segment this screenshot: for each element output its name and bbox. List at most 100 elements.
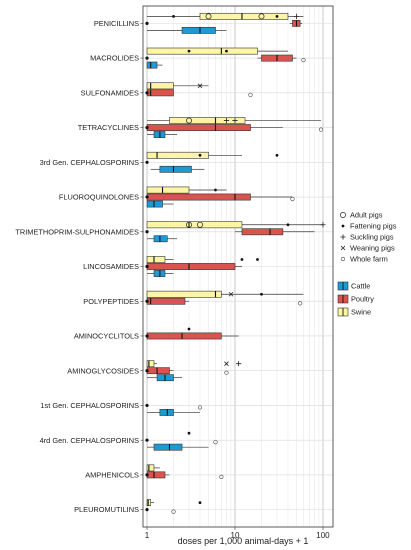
marker-fattening-pigs (256, 258, 259, 261)
box-body (146, 256, 166, 263)
box-body (146, 221, 243, 229)
baseline-point (145, 438, 149, 442)
marker-adult-pigs (186, 117, 192, 124)
baseline-point (145, 508, 149, 512)
box-cattle (147, 443, 209, 451)
marker-fattening-pigs (187, 431, 191, 435)
x-tick-label: 1 (145, 531, 150, 540)
box-body (146, 263, 236, 270)
marker-adult-pigs (205, 13, 212, 20)
box-poultry (235, 228, 315, 236)
marker-whole-farm (318, 127, 324, 132)
marker-fattening-pigs (172, 14, 175, 18)
baseline-point (145, 195, 149, 199)
box-swine (146, 221, 323, 229)
legend-species-label: Cattle (351, 282, 370, 291)
box-poultry (146, 89, 174, 97)
box-body (146, 82, 174, 90)
category-label: MACROLIDES (90, 54, 139, 63)
box-body (159, 409, 174, 416)
marker-fattening-pigs (341, 224, 345, 228)
box-body (146, 61, 158, 69)
marker-whole-farm (290, 196, 295, 202)
category-label: AMINOCYCLITOLS (74, 332, 139, 341)
legend-species-item: Poultry (337, 295, 374, 304)
box-body (146, 297, 186, 305)
marker-whole-farm (224, 370, 229, 375)
box-swine (146, 256, 174, 263)
marker-adult-pigs (186, 221, 192, 228)
marker-suckling-pigs (340, 234, 346, 240)
box-body (146, 124, 251, 131)
category-label: 1st Gen. CEPHALOSPORINS (40, 401, 139, 410)
baseline-point (145, 56, 149, 60)
legend-farm-label: Suckling pigs (350, 233, 394, 242)
box-swine (146, 47, 288, 55)
box-swine (147, 117, 322, 124)
box-cattle (147, 26, 227, 34)
box-body (146, 332, 222, 340)
box-poultry (146, 263, 242, 270)
marker-whole-farm (219, 474, 224, 480)
marker-whole-farm (340, 256, 346, 262)
marker-fattening-pigs (214, 188, 217, 192)
x-tick-label: 10 (231, 531, 240, 540)
box-cattle (147, 409, 200, 416)
marker-suckling-pigs (320, 222, 326, 228)
box-cattle (147, 235, 178, 243)
marker-weaning-pigs (224, 361, 229, 366)
box-body (241, 228, 284, 236)
category-label: SULFONAMIDES (81, 88, 139, 97)
box-cattle (147, 374, 183, 382)
box-poultry (146, 471, 170, 479)
data-points (145, 13, 326, 514)
marker-fattening-pigs (275, 14, 279, 18)
legend-farm-label: Adult pigs (350, 211, 383, 220)
marker-weaning-pigs (228, 291, 234, 297)
box-body (146, 47, 258, 55)
category-label: PENICILLINS (94, 19, 139, 28)
box-poultry (257, 54, 297, 62)
baseline-point (145, 21, 149, 25)
marker-fattening-pigs (198, 501, 202, 505)
x-axis-title: doses per 1,000 animal-days + 1 (178, 536, 309, 546)
legend-species-label: Swine (351, 308, 371, 317)
marker-fattening-pigs (260, 292, 263, 296)
category-label: TRIMETHOPRIM-SULPHONAMIDES (15, 227, 139, 236)
marker-whole-farm (298, 301, 303, 306)
legend-farm-label: Whole farm (350, 255, 388, 264)
box-cattle (147, 131, 178, 138)
x-axis: 1 10 100 (145, 527, 330, 540)
marker-whole-farm (213, 440, 218, 445)
box-poultry (289, 19, 303, 27)
baseline-point (145, 125, 149, 130)
box-poultry (146, 297, 190, 305)
box-swine (146, 82, 209, 90)
marker-whole-farm (301, 57, 306, 63)
box-cattle (147, 270, 174, 277)
category-label: 3rd Gen. CEPHALOSPORINS (40, 158, 139, 167)
marker-adult-pigs (340, 212, 346, 218)
legend-farm-type: Adult pigs Fattening pigs Suckling pigs Wea… (340, 211, 397, 264)
x-tick-label: 100 (316, 531, 330, 540)
box-cattle (150, 165, 205, 173)
baseline-point (145, 299, 149, 303)
box-swine (146, 499, 154, 507)
box-body (169, 117, 246, 124)
marker-suckling-pigs (236, 361, 242, 367)
marker-fattening-pigs (187, 327, 191, 331)
baseline-point (145, 91, 149, 95)
box-body (146, 151, 209, 159)
legend-farm-label: Weaning pigs (350, 244, 395, 253)
category-label: FLUOROQUINOLONES (59, 193, 139, 202)
marker-adult-pigs (197, 221, 203, 228)
category-label: PLEUROMUTILINS (74, 505, 139, 514)
category-label: POLYPEPTIDES (83, 297, 139, 306)
box-cattle (146, 61, 163, 69)
baseline-point (145, 334, 149, 338)
baseline-point (145, 230, 149, 234)
marker-whole-farm (171, 509, 176, 514)
marker-suckling-pigs (293, 13, 300, 19)
